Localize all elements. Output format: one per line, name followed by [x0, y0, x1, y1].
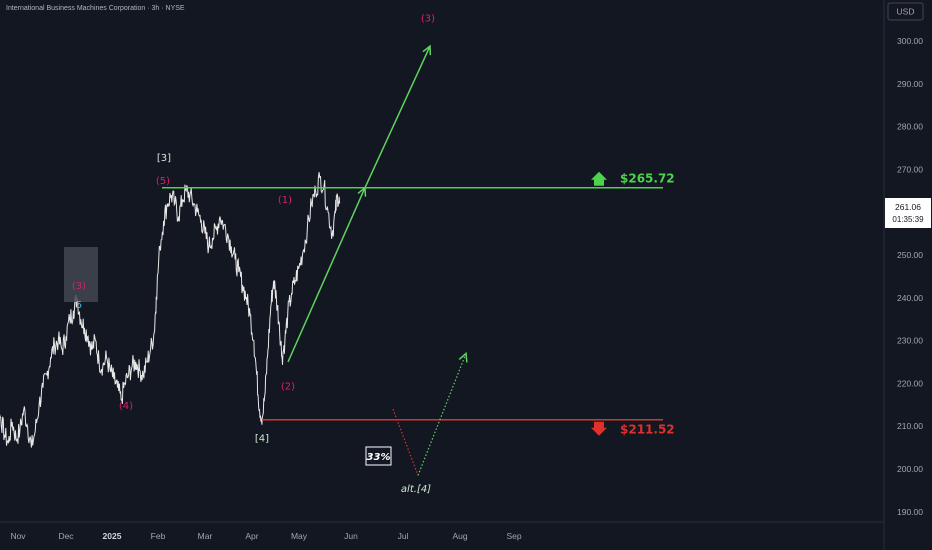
probability-value: 33% [367, 452, 391, 463]
time-axis-tick-label: Jul [398, 531, 409, 541]
arrow-up-icon [591, 171, 607, 186]
time-axis-tick-label: May [291, 531, 308, 541]
arrow-down-icon [591, 421, 607, 436]
currency-badge-frame [887, 2, 924, 21]
wave-label: alt.[4] [401, 484, 431, 495]
support-level-value: $211.52 [620, 423, 675, 437]
wave-label: (5) [156, 176, 170, 187]
resistance-level-value: $265.72 [620, 172, 675, 186]
bar-countdown: 01:35:39 [892, 215, 924, 224]
price-axis-tick-label: 240.00 [897, 293, 923, 303]
price-axis-tick-label: 210.00 [897, 421, 923, 431]
wave-label: [3] [157, 153, 171, 164]
price-axis-panel[interactable] [884, 0, 932, 550]
currency-label: USD [897, 7, 915, 17]
projection-arrow-to-target [364, 45, 431, 189]
last-price-value: 261.06 [895, 202, 921, 212]
price-axis-tick-label: 270.00 [897, 164, 923, 174]
wave-label: (4) [119, 401, 133, 412]
time-axis-tick-label: Aug [452, 531, 467, 541]
wave-label: (1) [278, 195, 292, 206]
currency-badge[interactable]: USD [887, 2, 924, 21]
wave-label: 5 [76, 300, 82, 311]
price-axis-tick-label: 220.00 [897, 378, 923, 388]
arrow-head-icon [458, 351, 468, 363]
price-axis-tick-label: 290.00 [897, 79, 923, 89]
time-axis-tick-label: Nov [10, 531, 26, 541]
support-level-label: $211.52 [591, 421, 675, 437]
price-axis-tick-label: 200.00 [897, 464, 923, 474]
alt-scenario-down-path [392, 408, 419, 476]
price-axis-tick-label: 300.00 [897, 36, 923, 46]
time-axis-tick-label: Feb [151, 531, 166, 541]
wave-label: [4] [255, 434, 269, 445]
probability-frame [365, 446, 392, 466]
time-axis-tick-label: Dec [58, 531, 74, 541]
arrow-head-icon [422, 44, 432, 56]
price-axis-tick-label: 190.00 [897, 507, 923, 517]
price-axis-tick-label: 230.00 [897, 336, 923, 346]
chart-title: International Business Machines Corporat… [6, 5, 185, 12]
price-axis-tick-label: 250.00 [897, 250, 923, 260]
wave-highlight-box [64, 247, 98, 302]
price-series-line [0, 172, 341, 448]
projection-arrow-to-resistance [287, 187, 366, 363]
wave-label: (3) [421, 14, 435, 25]
time-axis-tick-label: 2025 [103, 531, 122, 541]
last-price-badge: 261.06 01:35:39 [885, 198, 931, 228]
time-axis-tick-label: Jun [344, 531, 358, 541]
last-price-badge-bg [885, 198, 931, 228]
resistance-level-label: $265.72 [591, 171, 675, 186]
time-axis: Nov Dec 2025 Feb Mar Apr May Jun Jul Aug Sep [10, 531, 521, 541]
time-axis-tick-label: Apr [245, 531, 258, 541]
wave-label: (2) [281, 381, 295, 392]
time-axis-tick-label: Sep [506, 531, 521, 541]
time-axis-tick-label: Mar [198, 531, 213, 541]
projection-arrows [287, 44, 468, 476]
wave-labels: (3) 5 (4) [3] (5) (1) (2) [4] (3) alt.[4] [64, 14, 435, 495]
price-axis-tick-label: 280.00 [897, 122, 923, 132]
wave-label: (3) [72, 281, 86, 292]
probability-box: 33% [365, 446, 392, 466]
alt-scenario-up-path [417, 353, 467, 476]
